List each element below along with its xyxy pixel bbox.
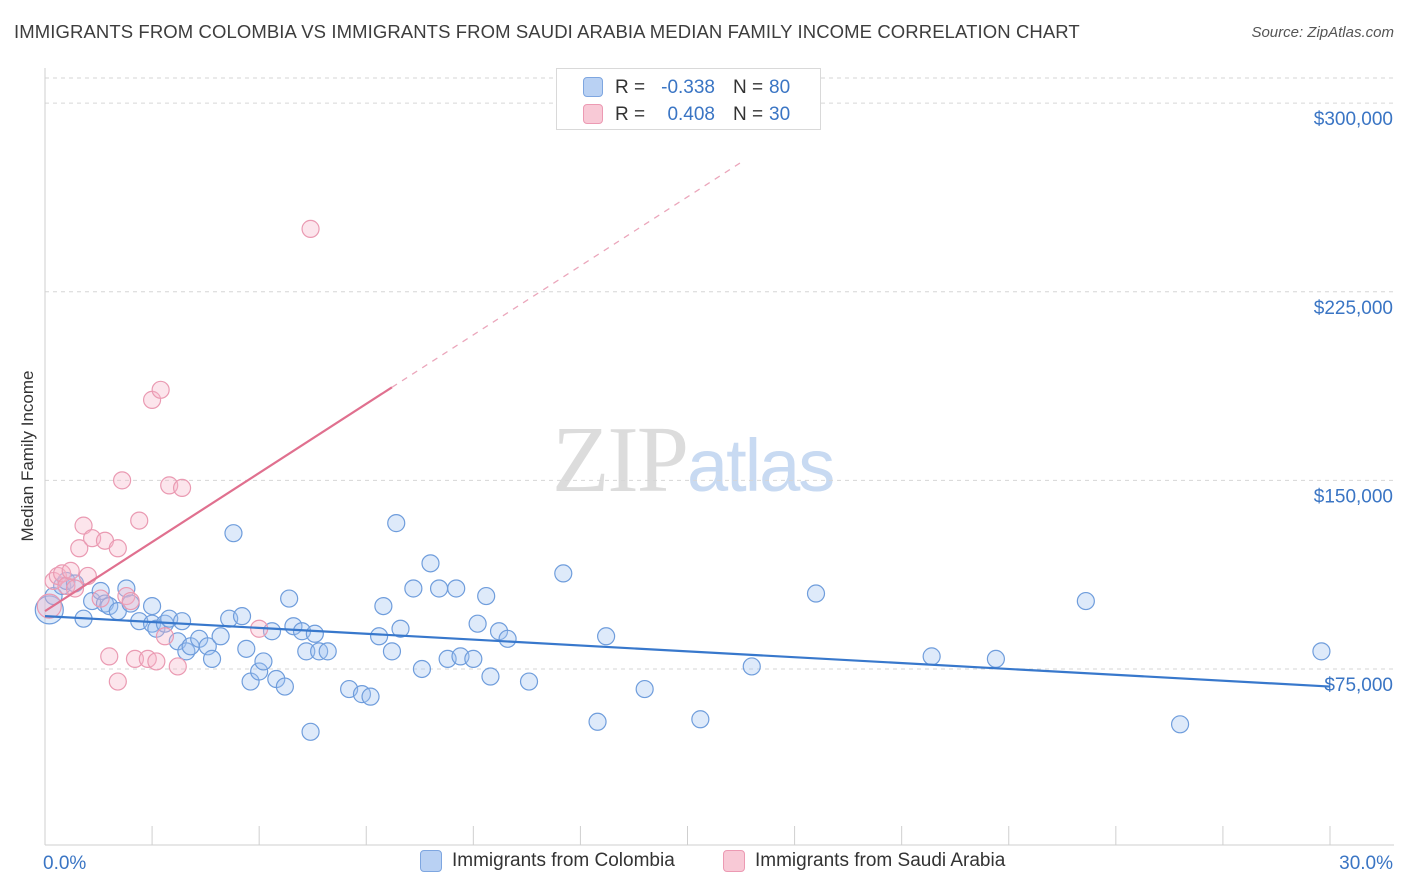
saudi-arabia-trend-line xyxy=(44,386,393,613)
x-tick-label-max: 30.0% xyxy=(1339,853,1393,874)
colombia-point xyxy=(447,579,466,598)
colombia-point xyxy=(211,627,230,646)
y-tick-label: $150,000 xyxy=(1314,486,1393,507)
legend-swatch-saudi-arabia xyxy=(723,850,745,872)
colombia-point xyxy=(224,524,243,543)
legend-swatch-colombia xyxy=(420,850,442,872)
saudi-arabia-swatch xyxy=(583,104,603,124)
saudi-arabia-point xyxy=(100,647,119,666)
n-value: 80 xyxy=(769,77,791,98)
colombia-point xyxy=(172,612,192,631)
saudi-arabia-point xyxy=(151,380,170,399)
colombia-point xyxy=(554,564,573,583)
colombia-trend-line xyxy=(44,615,1331,688)
colombia-point xyxy=(481,667,500,686)
saudi-arabia-point xyxy=(168,657,187,676)
saudi-arabia-point xyxy=(112,471,132,490)
saudi-arabia-trend-extension xyxy=(391,160,744,388)
n-label: N = xyxy=(733,104,764,125)
x-tick-label-min: 0.0% xyxy=(43,853,86,874)
colombia-point xyxy=(477,586,496,606)
colombia-point xyxy=(806,584,826,603)
colombia-point xyxy=(986,649,1006,669)
legend-item-colombia[interactable]: Immigrants from Colombia xyxy=(420,850,675,872)
watermark-zip: ZIP xyxy=(552,408,689,512)
colombia-point xyxy=(635,679,654,699)
colombia-point xyxy=(404,579,423,598)
colombia-point xyxy=(421,554,440,573)
saudi-arabia-point xyxy=(108,539,127,558)
legend: Immigrants from Colombia Immigrants from… xyxy=(0,850,1406,880)
chart-title: IMMIGRANTS FROM COLOMBIA VS IMMIGRANTS F… xyxy=(14,21,1080,42)
r-value: 0.408 xyxy=(667,104,715,125)
colombia-point xyxy=(387,514,406,533)
colombia-point xyxy=(232,607,252,626)
legend-item-saudi-arabia[interactable]: Immigrants from Saudi Arabia xyxy=(723,850,1005,872)
colombia-point xyxy=(742,657,761,676)
n-value: 30 xyxy=(769,104,791,125)
colombia-swatch xyxy=(583,77,603,97)
stats-row-saudi-arabia: R = 0.408 N = 30 xyxy=(557,100,820,128)
colombia-point xyxy=(297,642,316,661)
colombia-point xyxy=(519,672,539,691)
saudi-arabia-point xyxy=(125,649,145,669)
legend-label-colombia: Immigrants from Colombia xyxy=(452,850,675,871)
legend-label-saudi-arabia: Immigrants from Saudi Arabia xyxy=(755,850,1006,871)
saudi-arabia-point xyxy=(147,652,166,671)
watermark-atlas: atlas xyxy=(687,424,835,507)
stats-row-colombia: R = -0.338 N = 80 xyxy=(557,73,820,101)
saudi-arabia-point xyxy=(121,591,140,611)
saudi-arabia-point xyxy=(70,539,89,558)
y-tick-label: $225,000 xyxy=(1314,298,1393,319)
saudi-arabia-point xyxy=(91,589,110,608)
colombia-point xyxy=(318,642,337,661)
colombia-point xyxy=(254,652,273,671)
colombia-point xyxy=(280,589,299,608)
colombia-point xyxy=(691,710,710,729)
colombia-point xyxy=(1076,591,1095,611)
r-label: R = xyxy=(615,77,646,98)
colombia-point xyxy=(1170,715,1190,734)
saudi-arabia-point xyxy=(172,478,192,498)
colombia-point xyxy=(412,659,432,679)
colombia-point xyxy=(588,712,607,731)
saudi-arabia-point xyxy=(108,672,127,691)
colombia-point xyxy=(374,596,393,616)
saudi-arabia-point xyxy=(61,561,80,580)
saudi-arabia-point xyxy=(74,516,93,535)
n-label: N = xyxy=(733,77,764,98)
colombia-point xyxy=(370,627,389,646)
colombia-point xyxy=(142,596,162,616)
watermark: ZIPatlas xyxy=(552,405,835,514)
colombia-point xyxy=(498,629,517,648)
colombia-point xyxy=(301,722,320,741)
colombia-point xyxy=(382,642,402,661)
r-label: R = xyxy=(615,104,646,125)
source-credit: Source: ZipAtlas.com xyxy=(1251,24,1394,41)
colombia-point xyxy=(250,662,269,681)
colombia-point xyxy=(468,614,487,633)
colombia-point xyxy=(429,579,449,598)
saudi-arabia-point xyxy=(65,579,85,598)
colombia-point xyxy=(464,649,483,669)
colombia-point xyxy=(237,639,256,658)
y-tick-label: $300,000 xyxy=(1314,109,1393,130)
colombia-point xyxy=(275,677,294,696)
colombia-point xyxy=(597,627,616,646)
y-tick-label: $75,000 xyxy=(1324,675,1393,696)
colombia-point xyxy=(305,624,324,643)
correlation-stats-box: R = -0.338 N = 80 R = 0.408 N = 30 xyxy=(556,68,821,130)
saudi-arabia-point xyxy=(36,593,62,619)
saudi-arabia-point xyxy=(130,511,149,530)
colombia-point xyxy=(1312,642,1331,661)
saudi-arabia-point xyxy=(301,219,320,238)
r-value: -0.338 xyxy=(661,77,715,98)
saudi-arabia-point xyxy=(155,627,175,646)
colombia-point xyxy=(202,649,222,669)
saudi-arabia-point xyxy=(78,566,97,586)
colombia-point xyxy=(391,619,410,638)
colombia-point xyxy=(922,647,941,666)
colombia-point xyxy=(361,687,380,706)
